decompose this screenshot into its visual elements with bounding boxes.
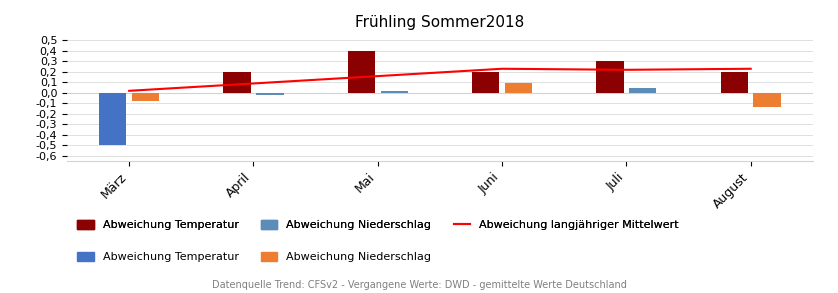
Legend: Abweichung Temperatur, Abweichung Niederschlag: Abweichung Temperatur, Abweichung Nieder…	[73, 248, 436, 267]
Bar	[99, 93, 127, 145]
Text: Datenquelle Trend: CFSv2 - Vergangene Werte: DWD - gemittelte Werte Deutschland: Datenquelle Trend: CFSv2 - Vergangene We…	[211, 280, 627, 290]
Bar	[629, 88, 656, 93]
Bar	[597, 62, 623, 93]
Bar	[504, 84, 532, 93]
Bar	[380, 91, 408, 93]
Bar	[132, 93, 159, 101]
Bar	[348, 51, 375, 93]
Title: Frühling Sommer2018: Frühling Sommer2018	[355, 15, 525, 30]
Bar	[753, 93, 781, 107]
Bar	[721, 72, 748, 93]
Bar	[256, 93, 283, 95]
Legend: Abweichung Temperatur, Abweichung Niederschlag, Abweichung langjähriger Mittelwe: Abweichung Temperatur, Abweichung Nieder…	[73, 216, 683, 235]
Bar	[472, 72, 499, 93]
Bar	[224, 72, 251, 93]
